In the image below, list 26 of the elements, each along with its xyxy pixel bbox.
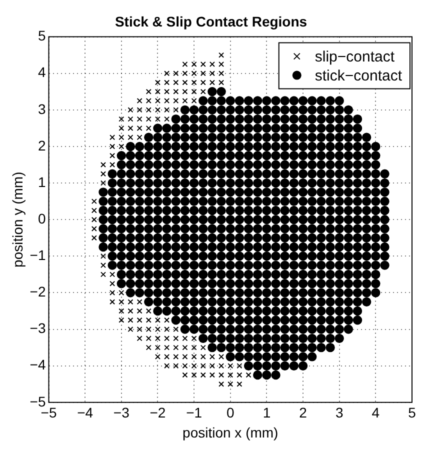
- x-tick-label: −2: [150, 404, 166, 421]
- y-tick-label: −5: [30, 393, 46, 410]
- y-tick-label: 4: [38, 64, 46, 80]
- y-tick-label: −1: [30, 247, 46, 264]
- y-tick-label: 3: [38, 100, 46, 117]
- x-tick-label: 2: [299, 404, 308, 421]
- y-tick-label: 1: [38, 174, 46, 190]
- y-tick-label: 0: [38, 210, 46, 226]
- legend-label: stick−contact: [314, 67, 403, 84]
- y-tick-label: −3: [30, 320, 46, 336]
- x-tick-label: −3: [113, 404, 130, 421]
- legend-label: slip−contact: [314, 48, 396, 66]
- chart-title: Stick & Slip Contact Regions: [114, 13, 308, 30]
- x-tick-label: 1: [262, 404, 271, 421]
- y-axis-title: position y (mm): [9, 172, 26, 268]
- y-tick-label: 2: [38, 137, 46, 154]
- y-tick-label: 5: [38, 28, 46, 44]
- x-tick-label: −4: [77, 404, 94, 421]
- x-tick-label: −1: [186, 404, 202, 421]
- x-tick-label: 5: [408, 404, 416, 421]
- x-tick-label: 4: [372, 404, 380, 421]
- x-tick-label: 0: [226, 404, 234, 421]
- x-tick-label: 3: [335, 404, 344, 421]
- y-tick-label: −4: [30, 356, 46, 373]
- y-tick-label: −2: [30, 284, 46, 300]
- x-axis-title: position x (mm): [182, 424, 278, 440]
